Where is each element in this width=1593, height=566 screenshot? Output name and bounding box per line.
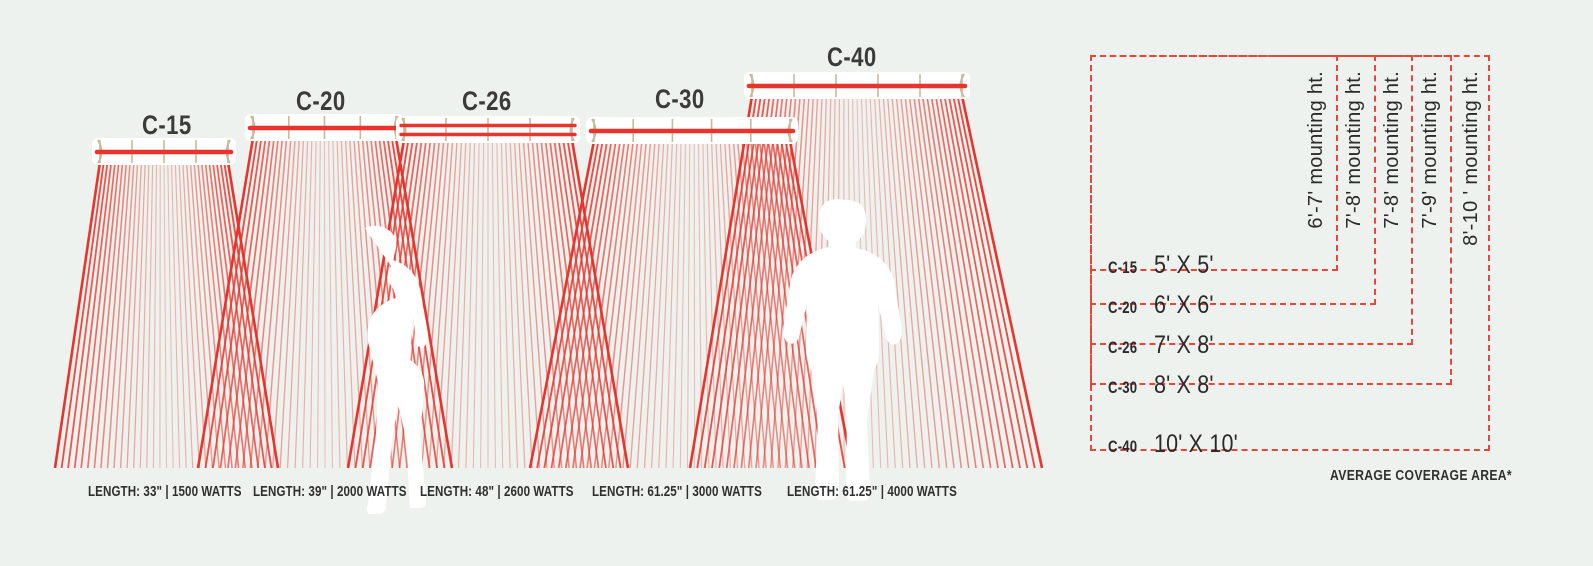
heater-unit-c-15	[92, 138, 236, 165]
coverage-area-value: 5' X 5'	[1153, 251, 1214, 279]
coverage-area-panel: C-15 5' X 5' C-20 6' X 6' C-26 7' X 8' C-30 8' …	[1090, 55, 1510, 475]
spec-label-c-20: LENGTH: 39" | 2000 WATTS	[253, 484, 407, 500]
mounting-height-label-0: 6'-7' mounting ht.	[1305, 71, 1327, 229]
heater-unit-c-30	[586, 117, 798, 144]
coverage-box-c-40	[1090, 55, 1490, 451]
mounting-height-label-3: 7'-9' mounting ht.	[1419, 71, 1441, 229]
spec-label-c-26: LENGTH: 48" | 2600 WATTS	[420, 484, 574, 500]
mounting-height-label-1: 7'-8' mounting ht.	[1343, 71, 1365, 229]
average-coverage-caption: AVERAGE COVERAGE AREA*	[1330, 468, 1513, 484]
ray-fan-c-40	[688, 95, 1044, 469]
heater-unit-c-20	[245, 114, 404, 141]
coverage-model: C-30	[1108, 379, 1138, 397]
coverage-row-c-26: C-26 7' X 8'	[1108, 331, 1223, 360]
ray-fan-c-30	[528, 140, 854, 469]
ray-fan-c-26	[346, 139, 630, 469]
model-label-c-26: C-26	[462, 86, 512, 116]
coverage-model: C-20	[1108, 299, 1138, 317]
coverage-model: C-40	[1108, 438, 1138, 456]
model-label-c-15: C-15	[142, 110, 192, 140]
coverage-row-c-40: C-40 10' X 10'	[1108, 430, 1251, 459]
ray-fan-c-15	[53, 161, 280, 469]
coverage-row-c-30: C-30 8' X 8'	[1108, 371, 1223, 400]
mounting-height-label-2: 7'-8' mounting ht.	[1381, 71, 1403, 229]
coverage-row-c-15: C-15 5' X 5'	[1108, 251, 1223, 280]
coverage-area-value: 7' X 8'	[1153, 331, 1214, 359]
heater-unit-c-26	[396, 116, 580, 143]
heater-unit-c-40	[744, 72, 970, 99]
coverage-area-value: 10' X 10'	[1153, 430, 1238, 458]
coverage-area-value: 8' X 8'	[1153, 371, 1214, 399]
model-label-c-30: C-30	[655, 84, 705, 114]
model-label-c-40: C-40	[827, 42, 877, 72]
spec-label-c-40: LENGTH: 61.25" | 4000 WATTS	[787, 484, 957, 500]
coverage-area-value: 6' X 6'	[1153, 291, 1214, 319]
coverage-model: C-15	[1108, 259, 1138, 277]
person-hands-on-hips	[365, 225, 428, 514]
mounting-height-label-4: 8'-10 ' mounting ht.	[1460, 71, 1482, 246]
ray-fan-c-20	[196, 137, 454, 469]
model-label-c-20: C-20	[296, 86, 346, 116]
person-arms-down	[783, 199, 902, 501]
spec-label-c-15: LENGTH: 33" | 1500 WATTS	[88, 484, 242, 500]
spec-label-c-30: LENGTH: 61.25" | 3000 WATTS	[592, 484, 762, 500]
coverage-row-c-20: C-20 6' X 6'	[1108, 291, 1223, 320]
coverage-model: C-26	[1108, 339, 1138, 357]
